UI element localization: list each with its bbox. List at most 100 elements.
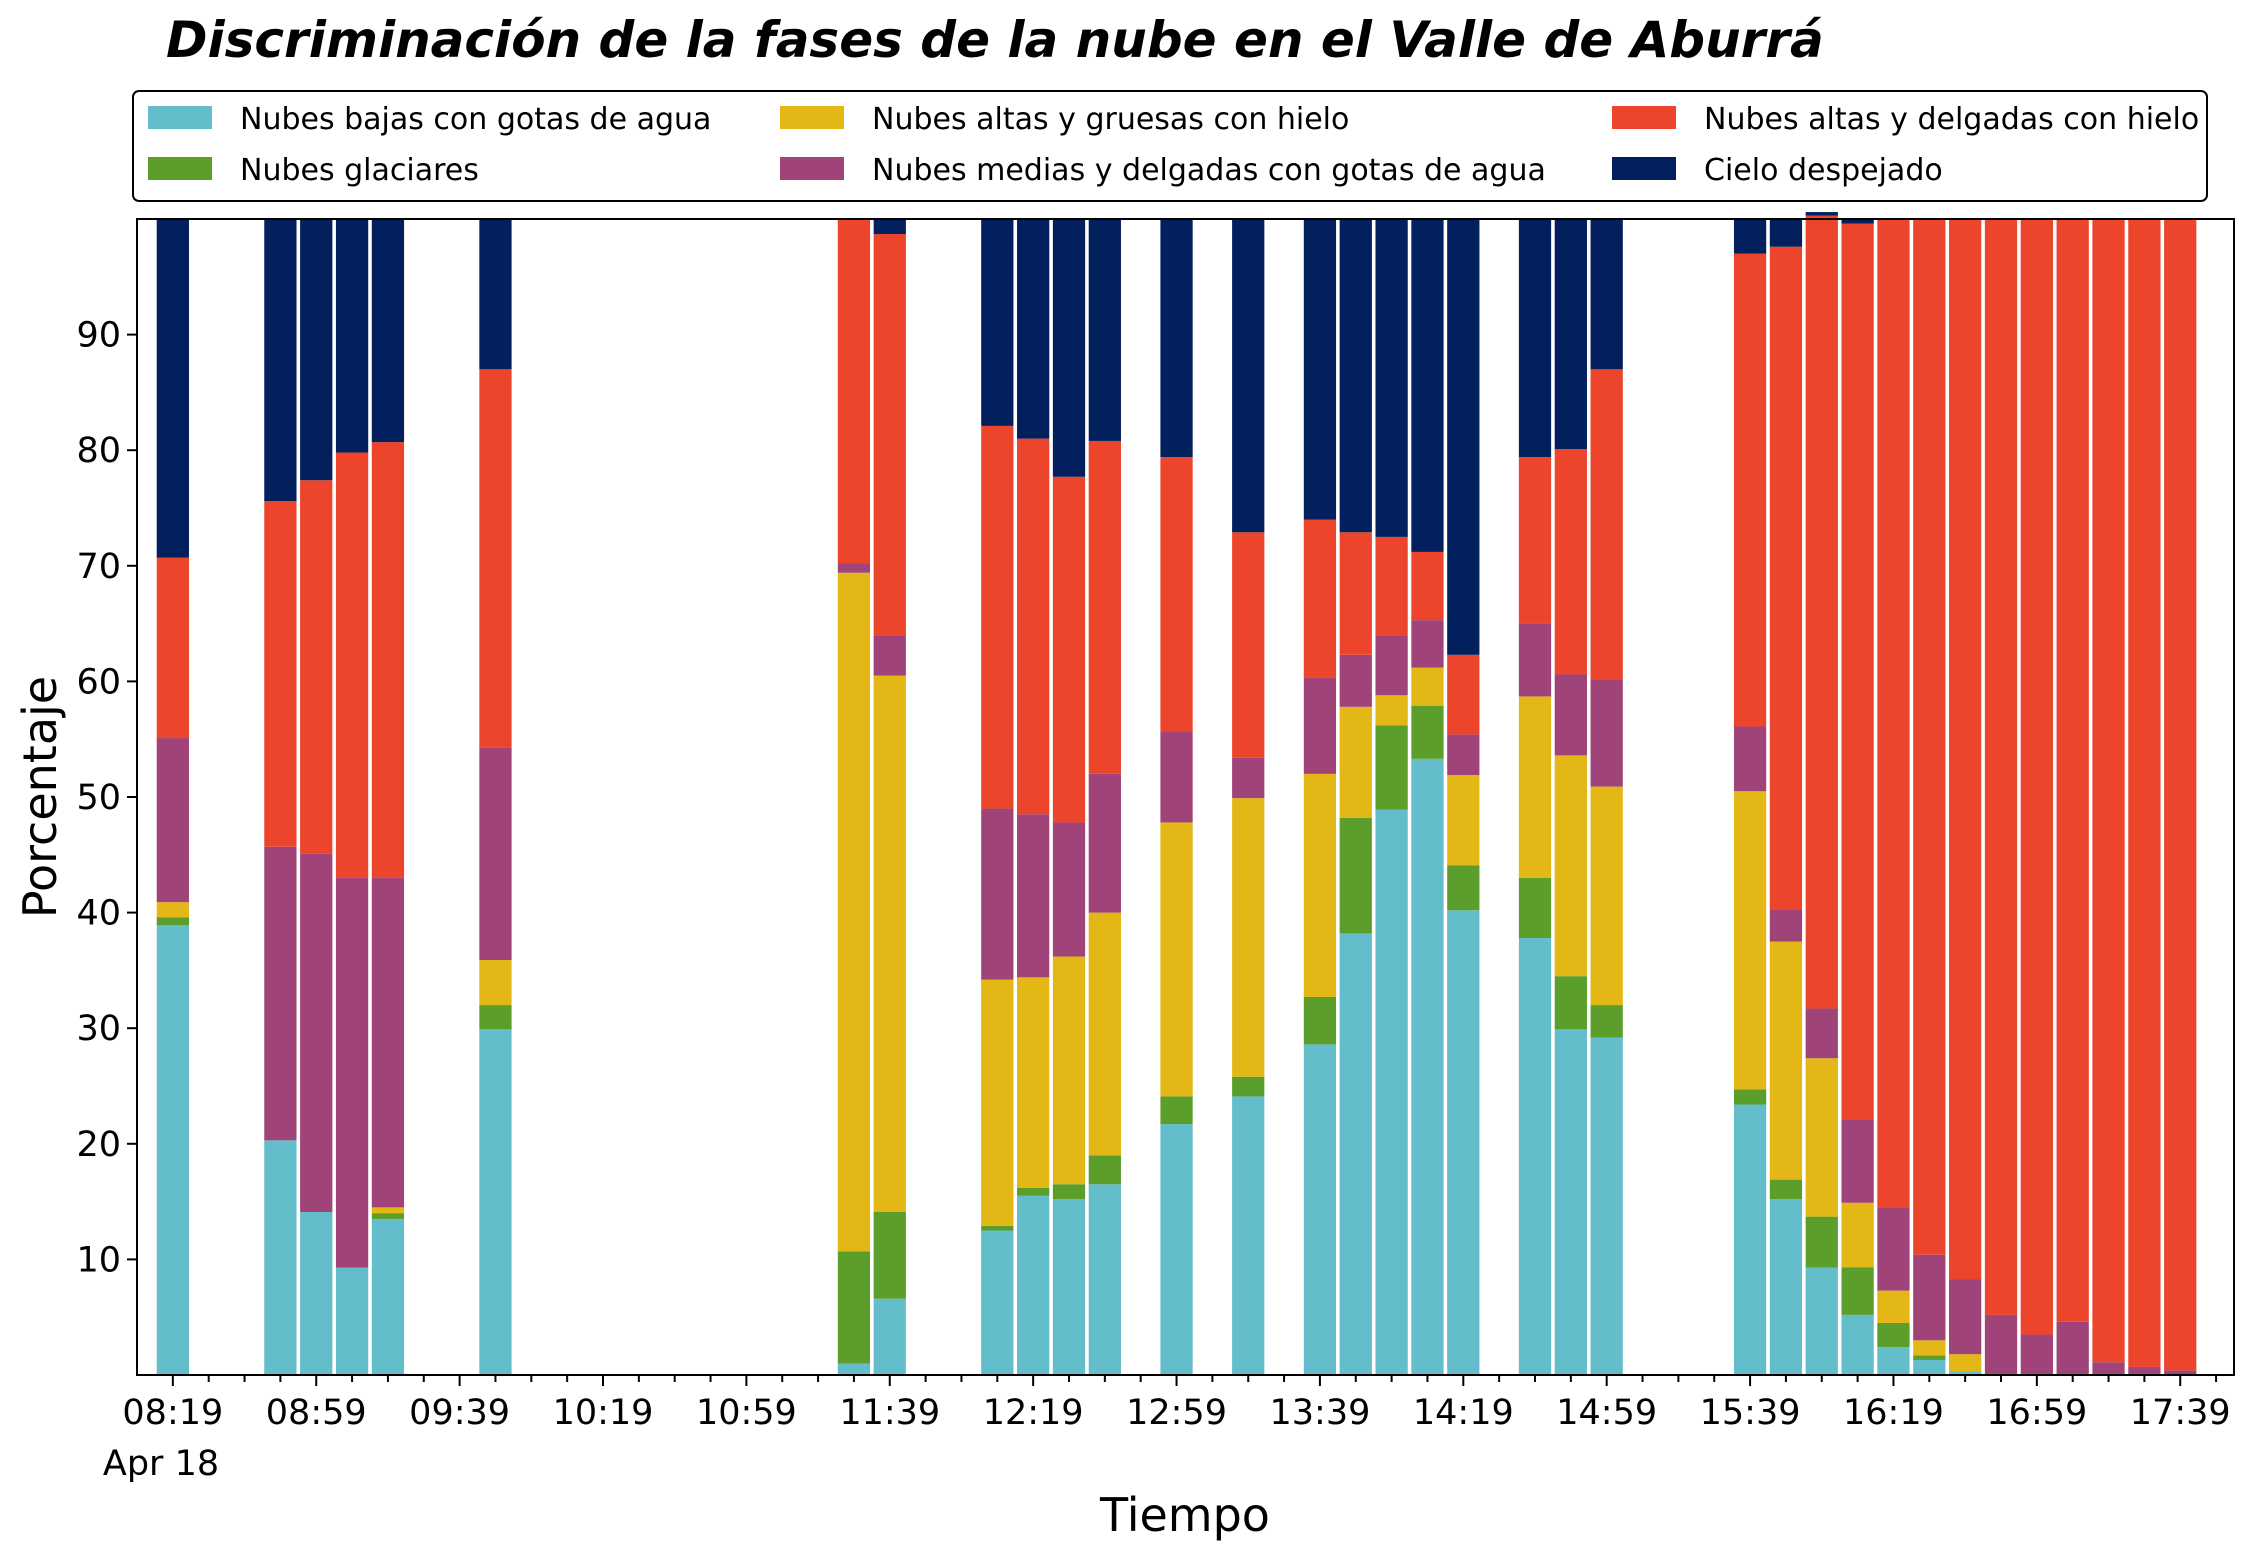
bar-segment	[1375, 695, 1408, 726]
bar-segment	[981, 1230, 1014, 1375]
bar-segment	[1017, 1187, 1050, 1196]
bar-segment	[1375, 219, 1408, 537]
bar-segment	[1160, 731, 1193, 823]
bar-segment	[1984, 219, 2018, 1315]
bar-segment	[981, 808, 1014, 980]
bar-segment	[1232, 1076, 1265, 1097]
bars-group	[156, 212, 2197, 1375]
bar-segment	[371, 442, 405, 878]
x-tick-label: 11:39	[839, 1393, 940, 1433]
bar-segment	[1733, 253, 1767, 727]
bar-segment	[1913, 1340, 1946, 1356]
x-tick-label: 13:39	[1269, 1393, 1370, 1433]
bar-segment	[1913, 1254, 1946, 1341]
bar-segment	[479, 747, 512, 960]
bar-segment	[1447, 910, 1480, 1375]
legend-swatch	[148, 157, 212, 180]
x-tick-label: 12:19	[983, 1393, 1084, 1433]
bar-segment	[837, 1363, 871, 1375]
bar-segment	[1017, 1195, 1050, 1375]
bar-segment	[1518, 938, 1552, 1375]
bar-segment	[1805, 1058, 1838, 1217]
bar-segment	[1554, 1029, 1587, 1375]
bar-segment	[1375, 725, 1408, 810]
bar-segment	[1913, 1359, 1946, 1375]
bar-segment	[1590, 1005, 1623, 1038]
y-tick-label: 50	[76, 778, 121, 818]
bar-segment	[1232, 532, 1265, 758]
bar-segment	[300, 853, 333, 1213]
bar-segment	[1339, 933, 1372, 1375]
bar-segment	[479, 1029, 512, 1375]
bar-segment	[1554, 755, 1587, 977]
bar-segment	[1375, 809, 1408, 1375]
legend-swatch	[148, 106, 212, 129]
bar-segment	[2164, 1370, 2197, 1375]
bar-segment	[156, 917, 189, 926]
bar-segment	[1733, 726, 1767, 792]
bar-segment	[156, 219, 189, 558]
bar-segment	[1052, 476, 1086, 823]
bar-segment	[1518, 623, 1552, 697]
bar-segment	[1375, 536, 1408, 636]
bar-segment	[981, 219, 1014, 426]
bar-segment	[1913, 1355, 1946, 1360]
bar-segment	[837, 1251, 871, 1364]
bar-segment	[1160, 1096, 1193, 1125]
bar-segment	[1447, 734, 1480, 776]
bar-segment	[1160, 219, 1193, 458]
x-tick-label: 15:39	[1700, 1393, 1801, 1433]
bar-segment	[2056, 219, 2089, 1322]
x-date-label: Apr 18	[103, 1444, 219, 1484]
bar-segment	[1518, 457, 1552, 624]
bar-segment	[371, 1218, 405, 1375]
bar-segment	[1052, 219, 1086, 477]
bar-segment	[156, 738, 189, 903]
x-tick-label: 14:19	[1413, 1393, 1514, 1433]
bar-segment	[2128, 219, 2161, 1367]
bar-segment	[1411, 758, 1444, 1375]
bar-segment	[1303, 996, 1337, 1045]
bar-segment	[1733, 1104, 1767, 1375]
bar-segment	[1411, 705, 1444, 759]
bar-segment	[264, 1140, 297, 1375]
bar-segment	[1590, 679, 1623, 787]
bar-segment	[1232, 798, 1265, 1077]
bar-segment	[1841, 1314, 1874, 1375]
bar-segment	[479, 219, 512, 370]
bar-segment	[1590, 219, 1623, 370]
bar-segment	[1590, 786, 1623, 1006]
bar-segment	[981, 425, 1014, 809]
bar-segment	[1447, 219, 1480, 655]
x-axis: 08:19 08:59 09:39 10:19 10:59 11:39 12:19 12:59…	[122, 1375, 2231, 1433]
bar-segment	[1017, 219, 1050, 439]
bar-segment	[1052, 1184, 1086, 1200]
y-axis: 10 20 30 40 50 60 70 80 90	[76, 316, 137, 1280]
bar-segment	[1805, 1216, 1838, 1268]
bar-segment	[1949, 1279, 1982, 1355]
x-tick-label: 16:19	[1843, 1393, 1944, 1433]
bar-segment	[1232, 219, 1265, 533]
y-tick-label: 10	[76, 1240, 121, 1280]
bar-segment	[873, 635, 906, 676]
bar-segment	[1232, 757, 1265, 799]
bar-segment	[335, 877, 369, 1268]
bar-segment	[873, 234, 906, 636]
bar-segment	[1769, 246, 1803, 910]
bar-segment	[1339, 706, 1372, 818]
y-tick-label: 70	[76, 547, 121, 587]
bar-segment	[1984, 1314, 2018, 1375]
legend-label: Nubes altas y gruesas con hielo	[872, 102, 1349, 137]
bar-segment	[1411, 667, 1444, 706]
bar-segment	[1303, 677, 1337, 774]
bar-segment	[837, 219, 871, 564]
y-tick-label: 20	[76, 1125, 121, 1165]
bar-segment	[2056, 1321, 2089, 1375]
bar-segment	[156, 557, 189, 739]
bar-segment	[1877, 1347, 1910, 1375]
bar-segment	[335, 1267, 369, 1375]
bar-segment	[1805, 1008, 1838, 1059]
bar-segment	[981, 979, 1014, 1226]
bar-segment	[873, 1298, 906, 1375]
